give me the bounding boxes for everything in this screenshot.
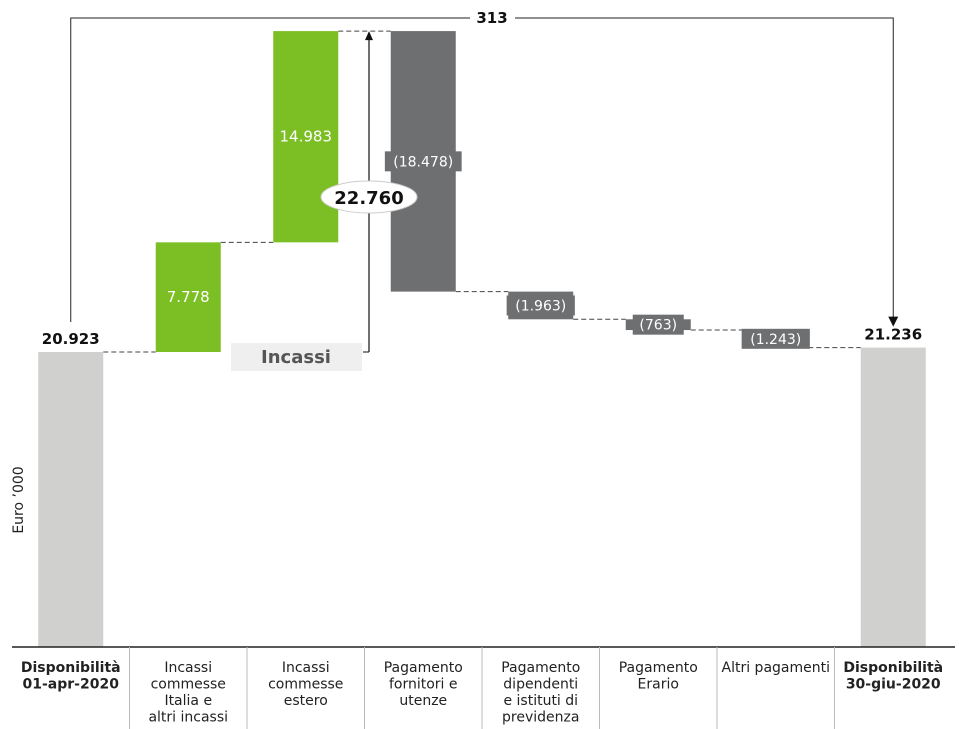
value-label: 7.778 bbox=[167, 288, 210, 306]
value-label: (18.478) bbox=[393, 154, 453, 170]
bar-total bbox=[860, 347, 926, 647]
category-label-line: dipendenti bbox=[503, 677, 578, 693]
incassi-total-oval bbox=[320, 180, 418, 214]
incassi-total: 22.760 bbox=[334, 188, 403, 209]
difference-arrow-head bbox=[888, 316, 899, 327]
category-label-line: fornitori e bbox=[389, 677, 458, 693]
category-label: Pagamento dipendenti e istituti di previden… bbox=[501, 660, 580, 726]
category-label: Pagamento Erario bbox=[619, 660, 698, 693]
category-label: Incassi commesse estero bbox=[268, 660, 343, 709]
category-label-line: 30-giu-2020 bbox=[846, 677, 941, 693]
category-label-line: 01-apr-2020 bbox=[23, 677, 120, 693]
value-label: 21.236 bbox=[864, 326, 922, 344]
bar-total bbox=[38, 352, 104, 647]
difference-label: 313 bbox=[476, 9, 507, 27]
category-label: Disponibilità 30-giu-2020 bbox=[843, 660, 943, 693]
category-label: Pagamento fornitori e utenze bbox=[384, 660, 463, 709]
category-label-line: e istituti di bbox=[503, 693, 578, 709]
category-label-line: Disponibilità bbox=[21, 660, 121, 676]
category-label-line: Incassi bbox=[164, 660, 212, 676]
category-label-line: commesse bbox=[151, 677, 226, 693]
category-label-line: commesse bbox=[268, 677, 343, 693]
category-label-line: previdenza bbox=[502, 710, 579, 726]
category-label-line: Pagamento bbox=[384, 660, 463, 676]
value-label: (763) bbox=[639, 318, 677, 334]
category-label-line: Pagamento bbox=[501, 660, 580, 676]
category-label-line: Altri pagamenti bbox=[722, 660, 831, 676]
y-axis-label: Euro ’000 bbox=[11, 466, 27, 533]
category-label: Incassi commesse Italia e altri incassi bbox=[148, 660, 228, 726]
value-label: 20.923 bbox=[42, 330, 100, 348]
value-label-box bbox=[384, 151, 462, 172]
value-label: 14.983 bbox=[280, 128, 333, 146]
category-label-line: altri incassi bbox=[148, 710, 228, 726]
category-label-line: estero bbox=[284, 693, 328, 709]
incassi-box bbox=[231, 343, 362, 371]
value-label-box bbox=[632, 314, 684, 335]
value-label: (1.963) bbox=[515, 298, 566, 314]
bar-increase bbox=[273, 31, 339, 243]
category-label-line: Italia e bbox=[164, 693, 212, 709]
category-label-line: Erario bbox=[638, 677, 679, 693]
category-label-line: Disponibilità bbox=[843, 660, 943, 676]
difference-bracket-right bbox=[515, 17, 894, 318]
guide-layer bbox=[103, 30, 861, 353]
category-label: Disponibilità 01-apr-2020 bbox=[21, 660, 121, 693]
category-label-line: utenze bbox=[399, 693, 447, 709]
category-label: Altri pagamenti bbox=[722, 660, 831, 676]
difference-bracket-left bbox=[70, 17, 470, 322]
value-label-box bbox=[741, 328, 810, 349]
category-label-line: Pagamento bbox=[619, 660, 698, 676]
bar-increase bbox=[155, 242, 221, 352]
category-label-line: Incassi bbox=[282, 660, 330, 676]
incassi-arrow-head bbox=[365, 31, 373, 41]
value-label: (1.243) bbox=[750, 332, 801, 348]
incassi-label: Incassi bbox=[261, 347, 331, 368]
value-label-box bbox=[506, 295, 575, 316]
label-layer: 20.923 7.778 14.983 (18.478) (1.963) (763) (1.… bbox=[42, 9, 922, 371]
